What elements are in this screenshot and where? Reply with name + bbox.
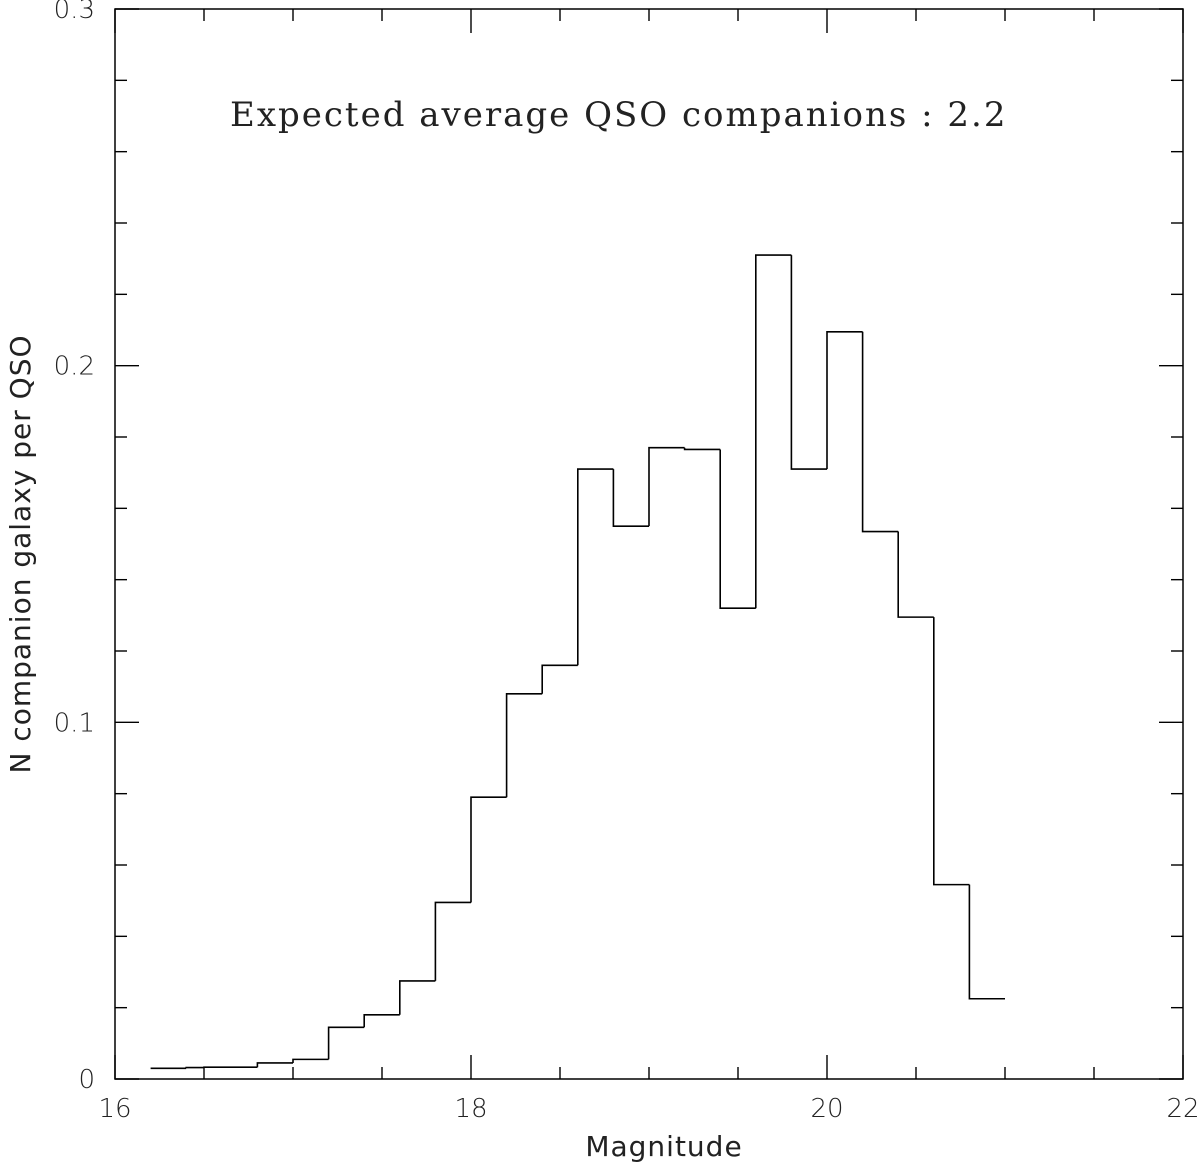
x-tick-label: 18 — [454, 1094, 487, 1124]
y-tick-label: 0 — [78, 1065, 95, 1095]
histogram-bin — [648, 446, 685, 527]
histogram-bin — [683, 447, 721, 451]
histogram-bin — [363, 1014, 400, 1028]
histogram-steps — [150, 254, 1005, 1070]
tick-labels: 16 18 20 22 0 0.1 0.2 0.3 — [54, 0, 1200, 1124]
histogram-bin — [470, 796, 507, 903]
histogram-bin — [541, 664, 578, 694]
x-tick-label: 22 — [1166, 1094, 1199, 1124]
histogram-bin — [755, 254, 792, 609]
y-tick-label: 0.2 — [54, 352, 95, 382]
histogram-bin — [399, 980, 436, 1015]
annotation-text: Expected average QSO companions : 2.2 — [230, 95, 1007, 135]
histogram-bin — [719, 449, 756, 609]
histogram-bin — [861, 331, 899, 533]
histogram-bin — [897, 531, 934, 618]
histogram-bin — [577, 468, 614, 666]
histogram-bin — [933, 617, 970, 886]
y-tick-label: 0.3 — [54, 0, 95, 25]
x-axis-title: Magnitude — [585, 1130, 742, 1163]
histogram-bin — [612, 469, 649, 527]
histogram-bin — [256, 1062, 293, 1068]
histogram-bin — [968, 884, 1005, 1000]
histogram-bin — [185, 1066, 204, 1069]
y-tick-label: 0.1 — [54, 708, 95, 738]
plot-frame — [114, 8, 1184, 1080]
axis-ticks — [114, 8, 1184, 1080]
histogram-bin — [434, 901, 471, 981]
histogram-bin — [505, 693, 543, 798]
histogram-bin — [292, 1058, 329, 1063]
histogram-bin — [327, 1026, 365, 1060]
histogram-bin — [826, 330, 863, 470]
x-tick-label: 16 — [98, 1094, 131, 1124]
y-axis-title: N companion galaxy per QSO — [4, 334, 37, 773]
x-tick-label: 20 — [810, 1094, 843, 1124]
histogram-bin — [790, 255, 827, 470]
